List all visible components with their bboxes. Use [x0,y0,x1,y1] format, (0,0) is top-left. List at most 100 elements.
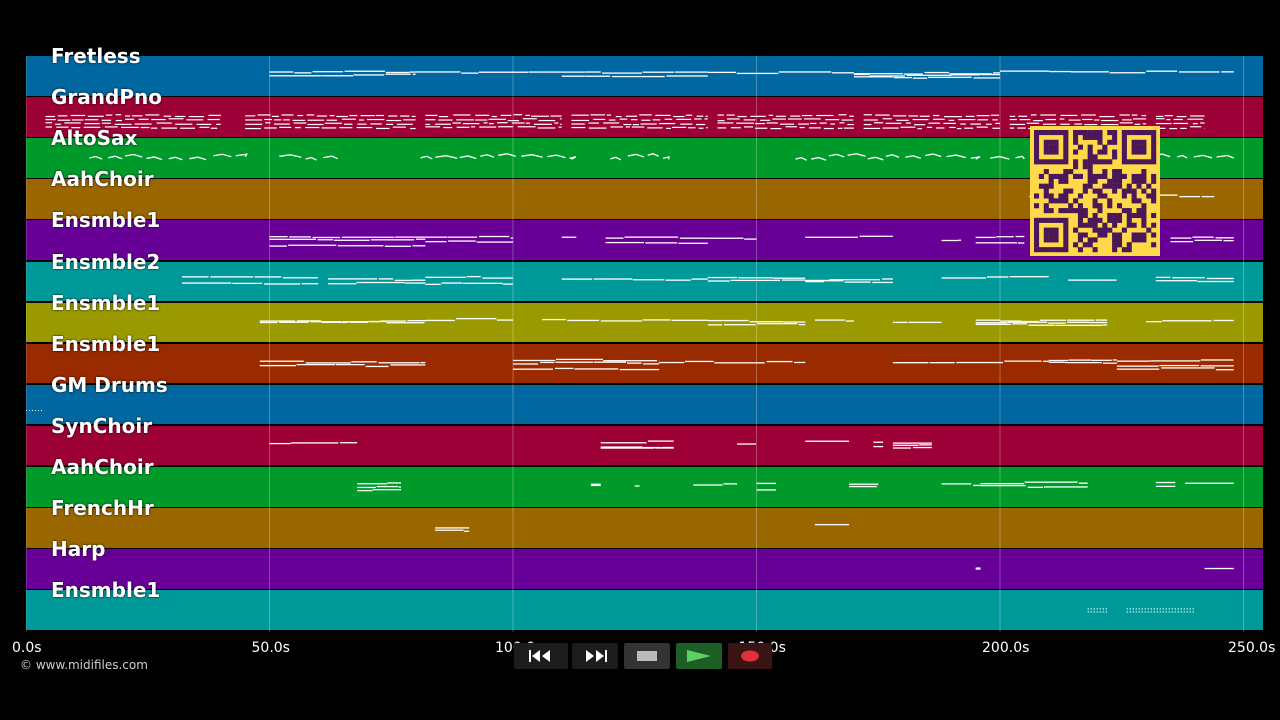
note-segment [269,70,416,77]
record-icon [741,650,759,662]
note-segment [1155,115,1205,130]
note-segment [707,319,806,326]
piano-roll-notes [26,56,1245,632]
note-segment [892,321,942,324]
note-segment [707,276,806,282]
note-segment [1146,319,1234,323]
track-lane [26,56,1263,96]
note-segment [980,481,1088,488]
track-lane [26,508,1263,548]
note-segment [279,154,338,161]
note-segment [561,278,708,281]
track-lane [26,261,1263,302]
track-label: Ensmble1 [51,331,161,356]
time-tick-label: 50.0s [251,640,290,656]
play-button[interactable] [676,643,722,669]
copyright-text: © www.midifiles.com [20,658,148,672]
time-tick-label: 0.0s [12,640,42,656]
note-segment [707,71,854,75]
note-segment [542,318,708,322]
track-label: AahChoir [51,167,154,192]
note-segment [873,441,884,448]
note-segment [1068,279,1117,281]
note-segment [892,442,932,449]
note-segment [435,527,470,532]
record-button[interactable] [728,643,772,669]
note-segment [327,278,426,285]
note-segment [1116,359,1234,371]
note-segment [990,155,1025,160]
note-segment [941,483,981,487]
note-segment [1185,482,1234,484]
note-segment [717,114,854,130]
note-segment [425,317,514,322]
note-segment [605,236,708,244]
time-tick-label: 200.0s [982,640,1030,656]
note-segment [1155,481,1176,488]
note-segment [795,153,981,161]
track-label: Fretless [51,44,141,68]
note-segment [259,320,426,324]
note-segment [975,235,1025,244]
track-label: Ensmble1 [51,208,161,233]
note-segment [610,153,670,161]
note-segment [1155,276,1234,283]
note-segment [941,239,962,242]
note-segment [849,483,879,488]
note-segment [561,71,708,78]
note-segment [892,360,1049,364]
fast-forward-button[interactable] [572,643,618,669]
track-label: Ensmble2 [51,249,161,274]
track-label: Ensmble1 [51,290,161,315]
stop-icon [637,651,657,661]
track-label: AahChoir [51,455,154,479]
note-segment [425,235,514,243]
track-lane [26,384,1263,425]
note-segment [425,275,514,286]
time-tick-label: 250.0s [1228,640,1276,656]
note-segment [561,236,577,238]
rewind-icon [529,650,550,662]
play-icon [687,650,711,662]
note-segment [259,360,426,368]
note-segment [1000,70,1234,74]
note-segment [357,482,401,492]
note-segment [805,278,893,284]
note-segment [975,567,981,570]
track-label: Ensmble1 [51,578,161,603]
note-segment [814,319,854,322]
note-segment [513,358,660,371]
note-segment [1146,194,1215,198]
stop-button[interactable] [624,643,670,669]
note-segment [181,276,319,285]
note-segment [814,523,850,526]
track-lane [26,302,1263,343]
note-segment [1126,608,1194,613]
track-lane [26,590,1263,630]
drum-dots-marker [26,410,42,411]
note-segment [1170,236,1234,243]
note-segment [45,114,221,129]
note-segment [707,237,757,240]
note-segment [269,236,426,247]
track-lane [26,549,1263,589]
note-segment [853,71,1001,79]
note-segment [89,153,249,161]
note-segment [756,482,776,491]
note-segment [245,114,416,130]
note-segment [863,114,1001,130]
note-segment [1048,359,1117,364]
note-segment [415,71,562,74]
qr-code [1030,126,1160,256]
note-segment [425,114,562,129]
rewind-button[interactable] [514,643,568,669]
track-label: Harp [51,537,106,562]
note-segment [659,360,806,364]
note-segment [693,483,738,486]
note-segment [420,153,577,160]
track-label: AltoSax [51,126,138,151]
note-segment [941,276,1049,279]
track-label: GrandPno [51,85,162,110]
note-segment [571,114,708,129]
note-segment [805,440,850,442]
